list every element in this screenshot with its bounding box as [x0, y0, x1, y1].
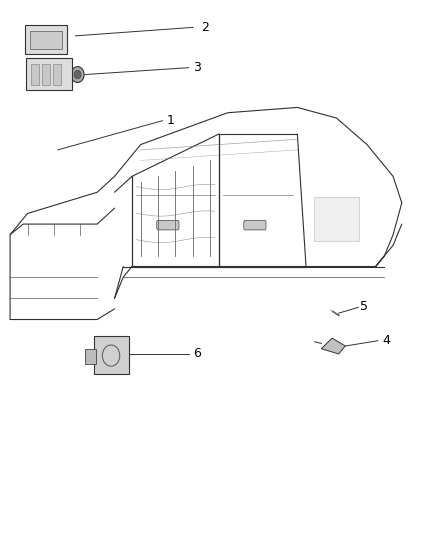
- Circle shape: [74, 70, 81, 79]
- FancyBboxPatch shape: [30, 30, 62, 49]
- Text: 6: 6: [193, 348, 201, 360]
- FancyBboxPatch shape: [42, 64, 49, 85]
- FancyBboxPatch shape: [157, 220, 179, 230]
- FancyBboxPatch shape: [53, 64, 60, 85]
- Text: 1: 1: [167, 114, 175, 127]
- Text: 4: 4: [382, 334, 390, 347]
- Text: 2: 2: [201, 21, 209, 34]
- FancyBboxPatch shape: [31, 64, 39, 85]
- FancyBboxPatch shape: [94, 336, 129, 374]
- Text: 3: 3: [193, 61, 201, 74]
- Circle shape: [71, 67, 84, 83]
- Text: 5: 5: [360, 300, 368, 313]
- FancyBboxPatch shape: [25, 25, 67, 54]
- FancyBboxPatch shape: [244, 220, 266, 230]
- FancyBboxPatch shape: [26, 58, 72, 91]
- Polygon shape: [321, 338, 345, 354]
- FancyBboxPatch shape: [314, 197, 359, 241]
- FancyBboxPatch shape: [85, 349, 96, 364]
